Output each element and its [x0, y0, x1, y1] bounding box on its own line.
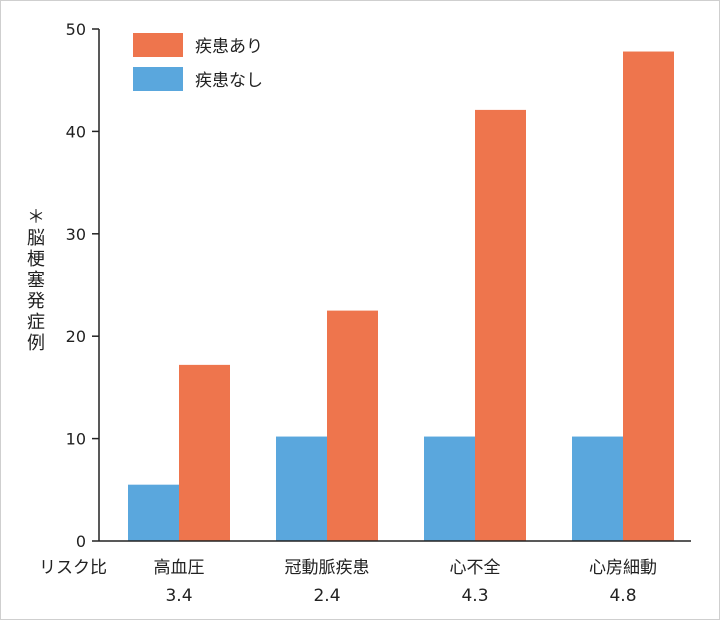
y-axis-label-char: ＊	[27, 207, 45, 228]
x-category-label: 高血圧	[154, 558, 205, 578]
y-axis-label-char: 発	[27, 291, 45, 312]
y-axis: 0 10 20 30 40 50	[66, 20, 100, 551]
legend-swatch	[133, 67, 183, 91]
y-tick-label: 50	[66, 20, 86, 39]
legend-label: 疾患なし	[195, 71, 263, 91]
bar-with-disease	[327, 310, 378, 541]
bars	[128, 51, 674, 541]
x-category-label: 心不全	[450, 558, 501, 578]
risk-ratio-value: 2.4	[313, 586, 340, 606]
bar-without-disease	[424, 436, 475, 541]
x-category-label: 心房細動	[589, 558, 657, 578]
y-tick-label: 20	[66, 327, 86, 346]
bar-with-disease	[179, 364, 230, 541]
bar-with-disease	[623, 51, 674, 541]
y-tick-label: 0	[76, 532, 86, 551]
bar-with-disease	[475, 109, 526, 541]
y-axis-label-char: 塞	[27, 270, 45, 291]
risk-ratio-value: 4.8	[609, 586, 636, 606]
bar-without-disease	[128, 484, 179, 541]
legend-label: 疾患あり	[195, 37, 263, 57]
y-axis-label-char: 梗	[27, 249, 45, 270]
y-tick-label: 30	[66, 225, 86, 244]
x-axis: 高血圧 3.4 冠動脈疾患 2.4 心不全 4.3 心房細動 4.8 リスク比	[39, 540, 691, 606]
legend-swatch	[133, 33, 183, 57]
y-axis-label-char: 例	[27, 333, 45, 354]
bar-without-disease	[572, 436, 623, 541]
x-category-label: 冠動脈疾患	[285, 558, 370, 578]
y-tick-label: 10	[66, 430, 86, 449]
y-axis-label-char: 脳	[27, 228, 45, 249]
risk-ratio-value: 3.4	[165, 586, 192, 606]
y-tick-label: 40	[66, 122, 86, 141]
y-axis-label-char: 症	[27, 312, 45, 333]
bar-without-disease	[276, 436, 327, 541]
risk-ratio-label: リスク比	[39, 558, 107, 578]
risk-ratio-value: 4.3	[461, 586, 488, 606]
